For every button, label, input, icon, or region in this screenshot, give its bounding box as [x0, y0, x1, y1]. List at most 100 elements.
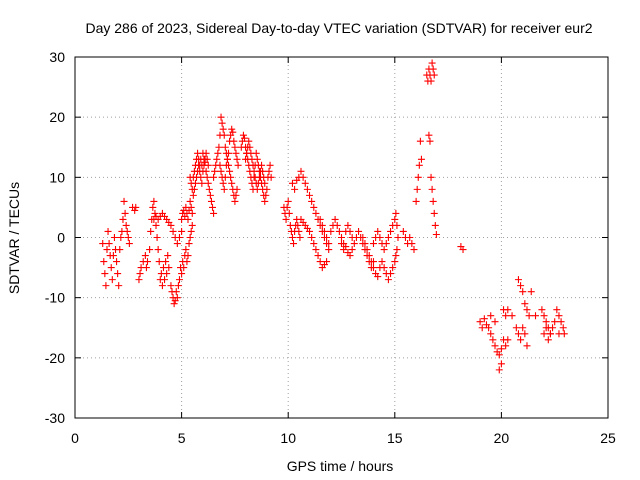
data-point [121, 209, 129, 217]
data-point [346, 252, 354, 260]
data-point [216, 161, 224, 169]
data-point [525, 312, 533, 320]
data-point [389, 264, 397, 272]
data-point [310, 240, 318, 248]
data-point [190, 167, 198, 175]
data-point [141, 252, 149, 260]
data-point [199, 167, 207, 175]
data-point [312, 209, 320, 217]
data-point [259, 167, 267, 175]
data-point [169, 227, 177, 235]
data-point [215, 143, 223, 151]
data-point [218, 119, 226, 127]
data-point [214, 149, 222, 157]
data-point [233, 185, 241, 193]
data-point [184, 252, 192, 260]
data-point [316, 258, 324, 266]
data-point [226, 167, 234, 175]
data-point [266, 161, 274, 169]
data-point [116, 246, 124, 254]
data-point [239, 131, 247, 139]
y-tick-label: 0 [57, 230, 65, 246]
data-point [222, 161, 230, 169]
data-point [161, 276, 169, 284]
data-point [217, 113, 225, 121]
data-points [99, 59, 568, 374]
data-point [517, 282, 525, 290]
data-point [429, 65, 437, 73]
data-point [167, 221, 175, 229]
data-point [154, 246, 162, 254]
data-point [308, 197, 316, 205]
data-point [247, 149, 255, 157]
data-point [202, 149, 210, 157]
data-point [265, 167, 273, 175]
data-point [350, 240, 358, 248]
data-point [487, 330, 495, 338]
data-point [514, 276, 522, 284]
data-point [527, 288, 535, 296]
data-point [151, 209, 159, 217]
data-point [296, 234, 304, 241]
data-point [220, 131, 228, 139]
data-point [232, 191, 240, 199]
data-point [378, 258, 386, 266]
data-point [290, 240, 298, 248]
data-point [359, 234, 367, 241]
data-point [393, 246, 401, 254]
data-point [232, 149, 240, 157]
data-point [188, 209, 196, 217]
data-point [204, 179, 212, 187]
data-point [254, 179, 262, 187]
data-point [393, 221, 401, 229]
data-point [153, 234, 161, 241]
data-point [210, 173, 218, 181]
data-point [391, 215, 399, 223]
data-point [189, 173, 197, 181]
data-point [186, 234, 194, 241]
y-tick-label: -20 [45, 350, 65, 366]
data-point [221, 173, 229, 181]
data-point [519, 288, 527, 296]
data-point [387, 227, 395, 235]
data-point [408, 240, 416, 248]
data-point [306, 191, 314, 199]
data-point [557, 318, 565, 326]
data-point [308, 234, 316, 241]
data-point [512, 324, 520, 332]
data-point [318, 221, 326, 229]
data-point [502, 312, 510, 320]
data-point [478, 324, 486, 332]
data-point [428, 59, 436, 67]
data-point [178, 215, 186, 223]
data-point [335, 227, 343, 235]
data-point [225, 149, 233, 157]
data-point [132, 203, 140, 211]
data-point [174, 282, 182, 290]
x-tick-label: 5 [178, 430, 186, 446]
data-point [497, 360, 505, 368]
data-point [178, 270, 186, 278]
data-point [209, 203, 217, 211]
data-point [338, 240, 345, 248]
data-point [325, 246, 333, 254]
data-point [542, 324, 550, 332]
data-point [320, 227, 328, 235]
data-point [167, 282, 175, 290]
data-point [120, 197, 128, 205]
data-point [231, 197, 239, 205]
data-point [117, 234, 125, 241]
data-point [331, 215, 339, 223]
y-tick-label: -30 [45, 410, 65, 426]
data-point [149, 203, 157, 211]
data-point [245, 137, 253, 145]
data-point [186, 197, 194, 205]
data-point [376, 234, 384, 241]
data-point [221, 143, 229, 151]
data-point [430, 71, 438, 79]
x-tick-label: 25 [600, 430, 616, 446]
data-point [155, 258, 163, 266]
data-point [294, 221, 302, 229]
data-point [517, 336, 525, 344]
data-point [228, 179, 236, 187]
